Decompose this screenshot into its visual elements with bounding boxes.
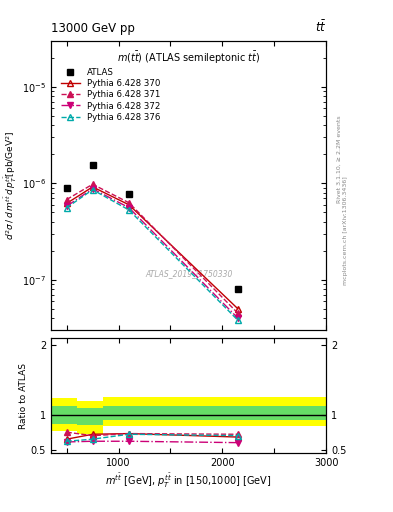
Pythia 6.428 372 bbox=[235, 315, 240, 321]
Line: Pythia 6.428 372: Pythia 6.428 372 bbox=[64, 186, 241, 321]
ATLAS bbox=[64, 185, 69, 191]
Line: Pythia 6.428 370: Pythia 6.428 370 bbox=[64, 184, 241, 312]
ATLAS bbox=[127, 191, 131, 197]
Pythia 6.428 376 bbox=[64, 205, 69, 211]
X-axis label: $m^{t\bar{t}}$ [GeV], $p_T^{t\bar{t}}$ in [150,1000] [GeV]: $m^{t\bar{t}}$ [GeV], $p_T^{t\bar{t}}$ i… bbox=[105, 472, 272, 490]
Pythia 6.428 372 bbox=[64, 203, 69, 209]
Y-axis label: Ratio to ATLAS: Ratio to ATLAS bbox=[19, 362, 28, 429]
Pythia 6.428 371 bbox=[64, 197, 69, 203]
Pythia 6.428 376 bbox=[235, 317, 240, 324]
Pythia 6.428 372 bbox=[90, 186, 95, 192]
Pythia 6.428 371 bbox=[127, 200, 131, 206]
Text: Rivet 3.1.10, ≥ 2.2M events: Rivet 3.1.10, ≥ 2.2M events bbox=[336, 115, 341, 203]
Pythia 6.428 372 bbox=[127, 205, 131, 211]
Text: $t\bar{t}$: $t\bar{t}$ bbox=[315, 19, 326, 35]
Pythia 6.428 370 bbox=[127, 202, 131, 208]
Line: Pythia 6.428 376: Pythia 6.428 376 bbox=[64, 187, 241, 323]
Line: Pythia 6.428 371: Pythia 6.428 371 bbox=[64, 181, 241, 316]
Bar bbox=[77, 408, 103, 425]
Legend: ATLAS, Pythia 6.428 370, Pythia 6.428 371, Pythia 6.428 372, Pythia 6.428 376: ATLAS, Pythia 6.428 370, Pythia 6.428 37… bbox=[58, 66, 163, 124]
Pythia 6.428 370 bbox=[90, 184, 95, 190]
Bar bbox=[51, 398, 77, 432]
Text: ATLAS_2019_I1750330: ATLAS_2019_I1750330 bbox=[145, 269, 232, 278]
Pythia 6.428 370 bbox=[64, 200, 69, 206]
Text: 13000 GeV pp: 13000 GeV pp bbox=[51, 22, 135, 35]
Pythia 6.428 376 bbox=[127, 207, 131, 213]
Text: mcplots.cern.ch [arXiv:1306.3436]: mcplots.cern.ch [arXiv:1306.3436] bbox=[343, 176, 347, 285]
Y-axis label: $d^2\sigma\,/\,d\,m^{t\bar{t}}\,d\,p_T^{t\bar{t}}$[pb/GeV$^2$]: $d^2\sigma\,/\,d\,m^{t\bar{t}}\,d\,p_T^{… bbox=[3, 131, 19, 240]
Line: ATLAS: ATLAS bbox=[64, 162, 241, 292]
Pythia 6.428 371 bbox=[90, 181, 95, 187]
Text: $m(t\bar{t})$ (ATLAS semileptonic $t\bar{t}$): $m(t\bar{t})$ (ATLAS semileptonic $t\bar… bbox=[117, 50, 261, 66]
Bar bbox=[51, 406, 77, 424]
Bar bbox=[77, 401, 103, 434]
ATLAS bbox=[235, 286, 240, 292]
Bar bbox=[103, 397, 326, 426]
Bar bbox=[103, 407, 326, 420]
Pythia 6.428 371 bbox=[235, 310, 240, 316]
Pythia 6.428 370 bbox=[235, 306, 240, 312]
ATLAS bbox=[90, 162, 95, 168]
Pythia 6.428 376 bbox=[90, 187, 95, 193]
